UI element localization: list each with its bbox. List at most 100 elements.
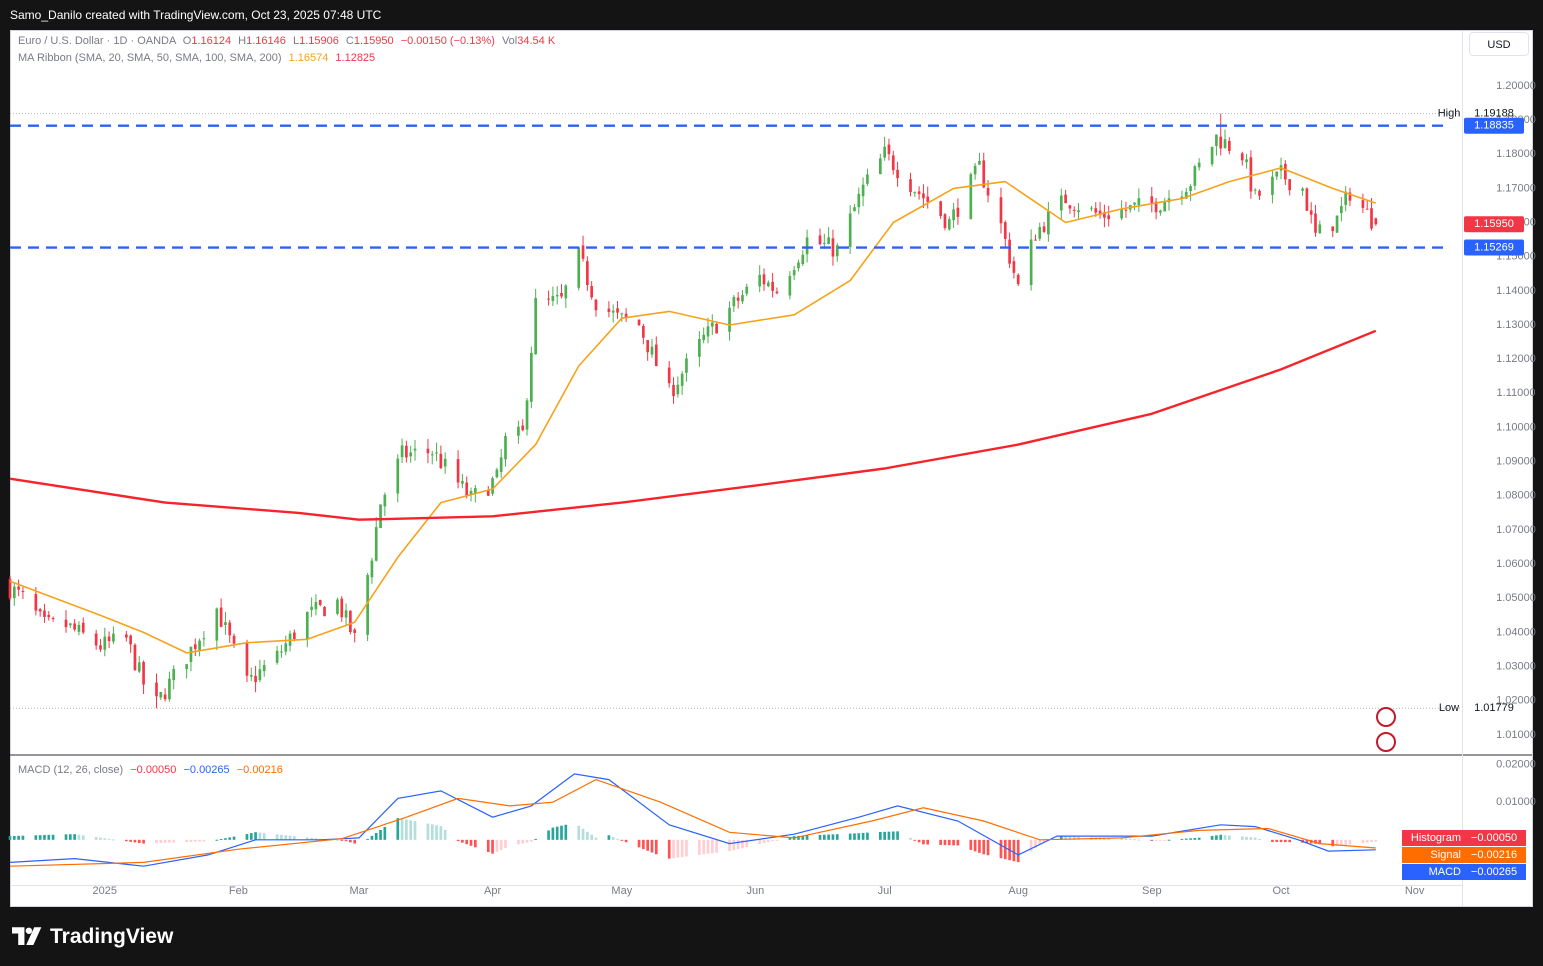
candle-body[interactable] xyxy=(1309,210,1313,215)
candle-body[interactable] xyxy=(1374,218,1378,225)
currency-button[interactable]: USD xyxy=(1469,32,1529,56)
candle-body[interactable] xyxy=(8,579,12,599)
candle-body[interactable] xyxy=(81,622,85,633)
candle-body[interactable] xyxy=(47,614,51,618)
candle-body[interactable] xyxy=(1365,208,1369,210)
candle-body[interactable] xyxy=(891,155,895,171)
eu-flag-icon[interactable] xyxy=(1376,707,1396,727)
candle-body[interactable] xyxy=(1210,146,1214,165)
candle-body[interactable] xyxy=(594,299,598,311)
candle-body[interactable] xyxy=(1154,201,1158,213)
candle-body[interactable] xyxy=(517,426,520,436)
candle-body[interactable] xyxy=(680,373,684,386)
sma20-line[interactable] xyxy=(9,167,1377,654)
us-flag-icon[interactable] xyxy=(1376,732,1396,752)
candle-body[interactable] xyxy=(435,452,438,454)
candle-body[interactable] xyxy=(702,334,706,341)
candle-body[interactable] xyxy=(383,494,387,507)
tradingview-logo[interactable]: TradingView xyxy=(12,922,173,952)
candle-body[interactable] xyxy=(736,297,740,301)
candle-body[interactable] xyxy=(77,624,81,632)
candle-body[interactable] xyxy=(1077,210,1080,213)
candle-body[interactable] xyxy=(193,644,197,650)
candle-body[interactable] xyxy=(443,458,447,467)
candle-body[interactable] xyxy=(866,174,869,184)
candle-body[interactable] xyxy=(827,237,830,245)
candle-body[interactable] xyxy=(982,160,986,188)
candle-body[interactable] xyxy=(1331,226,1335,232)
candle-body[interactable] xyxy=(1016,274,1020,285)
candle-body[interactable] xyxy=(107,636,111,642)
candle-body[interactable] xyxy=(909,179,912,193)
candle-body[interactable] xyxy=(396,458,400,494)
candle-body[interactable] xyxy=(1072,209,1076,211)
candle-body[interactable] xyxy=(409,452,413,457)
sma200-line[interactable] xyxy=(9,329,1377,521)
candle-body[interactable] xyxy=(611,310,615,313)
candle-body[interactable] xyxy=(51,618,55,620)
candle-body[interactable] xyxy=(1284,163,1287,180)
candle-body[interactable] xyxy=(818,235,822,245)
candle-body[interactable] xyxy=(1003,222,1007,239)
candle-body[interactable] xyxy=(607,308,611,313)
candle-body[interactable] xyxy=(848,213,852,247)
candle-body[interactable] xyxy=(1344,191,1348,205)
candle-body[interactable] xyxy=(1215,134,1218,147)
candle-body[interactable] xyxy=(38,609,42,612)
candle-body[interactable] xyxy=(280,651,283,653)
candle-body[interactable] xyxy=(831,238,835,257)
candle-body[interactable] xyxy=(336,599,339,614)
candle-body[interactable] xyxy=(560,292,563,297)
candle-body[interactable] xyxy=(1258,190,1261,196)
candle-body[interactable] xyxy=(1197,162,1201,168)
candle-body[interactable] xyxy=(788,275,792,296)
candle-body[interactable] xyxy=(956,207,960,217)
candle-body[interactable] xyxy=(1163,201,1167,212)
candle-body[interactable] xyxy=(887,144,891,155)
candle-body[interactable] xyxy=(1245,159,1248,163)
candle-body[interactable] xyxy=(555,295,559,297)
candle-body[interactable] xyxy=(228,622,232,636)
candle-body[interactable] xyxy=(1184,191,1188,199)
candle-body[interactable] xyxy=(1305,188,1309,211)
candle-body[interactable] xyxy=(637,319,641,326)
candle-body[interactable] xyxy=(1059,195,1063,211)
candle-body[interactable] xyxy=(73,623,76,630)
candle-body[interactable] xyxy=(1029,239,1033,285)
candle-body[interactable] xyxy=(797,262,800,269)
candle-body[interactable] xyxy=(973,165,977,175)
candle-body[interactable] xyxy=(1275,171,1279,177)
candle-body[interactable] xyxy=(1180,196,1184,199)
candle-body[interactable] xyxy=(465,482,469,497)
candle-body[interactable] xyxy=(215,608,219,641)
candle-body[interactable] xyxy=(1094,208,1098,213)
candle-body[interactable] xyxy=(1193,166,1197,186)
candle-body[interactable] xyxy=(224,622,227,625)
candle-body[interactable] xyxy=(486,489,490,496)
candle-body[interactable] xyxy=(1314,213,1317,233)
candle-body[interactable] xyxy=(1103,212,1106,218)
candle-body[interactable] xyxy=(741,295,744,302)
candle-body[interactable] xyxy=(469,491,473,495)
candle-body[interactable] xyxy=(654,344,658,367)
candle-body[interactable] xyxy=(525,400,529,430)
candle-body[interactable] xyxy=(400,445,404,458)
candle-body[interactable] xyxy=(64,619,68,628)
candle-body[interactable] xyxy=(1318,224,1322,234)
candle-body[interactable] xyxy=(129,635,132,645)
candle-body[interactable] xyxy=(706,326,710,337)
candle-body[interactable] xyxy=(1271,176,1274,196)
candle-body[interactable] xyxy=(262,665,266,672)
candle-body[interactable] xyxy=(896,169,899,179)
candle-body[interactable] xyxy=(771,281,774,291)
candle-body[interactable] xyxy=(1133,202,1136,205)
candle-body[interactable] xyxy=(504,436,507,460)
macd-line[interactable] xyxy=(9,773,1376,867)
candle-body[interactable] xyxy=(1064,194,1067,204)
candle-body[interactable] xyxy=(530,352,533,402)
candle-body[interactable] xyxy=(323,606,326,617)
candle-body[interactable] xyxy=(1348,192,1352,201)
candle-body[interactable] xyxy=(969,174,973,220)
candle-body[interactable] xyxy=(43,610,46,617)
